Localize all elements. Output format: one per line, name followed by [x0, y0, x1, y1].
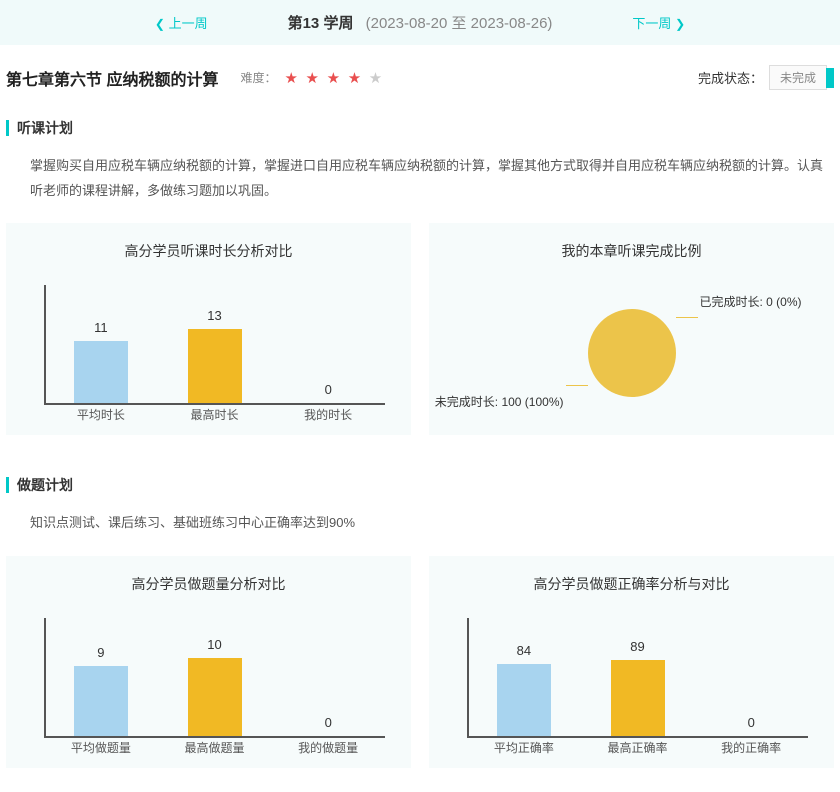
- heading-accent-bar: [6, 477, 9, 493]
- bar-rect: [188, 329, 242, 403]
- charts-row-2: 高分学员做题量分析对比 9 10 0 平均做题量最高做题量我的做题量 高分学员做题正确…: [0, 556, 840, 792]
- bar-category-label: 我的正确率: [694, 738, 808, 758]
- chevron-right-icon: ❯: [675, 17, 685, 31]
- pie-label-done: 已完成时长: 0 (0%): [700, 293, 802, 310]
- bar-value: 0: [325, 715, 332, 730]
- star-icon: ★: [369, 70, 382, 87]
- pie-chart: 已完成时长: 0 (0%) 未完成时长: 100 (100%): [443, 285, 820, 425]
- status-accent-bar: [826, 68, 834, 88]
- chapter-title: 第七章第六节 应纳税额的计算: [6, 66, 218, 90]
- bar-value: 9: [97, 645, 104, 660]
- bar-chart: 9 10 0 平均做题量最高做题量我的做题量: [32, 618, 385, 758]
- week-navigation: ❮ 上一周 第13 学周 (2023-08-20 至 2023-08-26) 下…: [0, 0, 840, 45]
- bar-category-label: 最高时长: [158, 405, 272, 425]
- pie-leader-line: [566, 385, 588, 386]
- listen-plan-heading: 听课计划: [0, 102, 840, 148]
- pie-leader-line: [676, 317, 698, 318]
- bar-value: 89: [630, 639, 644, 654]
- bar-value: 10: [207, 637, 221, 652]
- next-week-link[interactable]: 下一周 ❯: [632, 13, 685, 32]
- chart-title: 高分学员做题正确率分析与对比: [443, 574, 820, 594]
- star-icon: ★: [348, 70, 361, 87]
- chart-exercise-accuracy: 高分学员做题正确率分析与对比 84 89 0 平均正确率最高正确率我的正确率: [429, 556, 834, 768]
- bar-rect: [611, 660, 665, 736]
- star-icon: ★: [306, 70, 319, 87]
- pie-slice: [588, 309, 676, 397]
- difficulty-stars: ★ ★ ★ ★ ★: [284, 69, 386, 87]
- bar-category-label: 平均正确率: [467, 738, 581, 758]
- prev-week-link[interactable]: ❮ 上一周: [155, 13, 208, 32]
- bar-value: 11: [94, 320, 108, 335]
- star-icon: ★: [284, 70, 297, 87]
- chart-title: 高分学员听课时长分析对比: [20, 241, 397, 261]
- exercise-plan-desc: 知识点测试、课后练习、基础班练习中心正确率达到90%: [0, 505, 840, 556]
- bar-rect: [74, 341, 128, 403]
- bar-value: 0: [325, 382, 332, 397]
- bar-chart: 84 89 0 平均正确率最高正确率我的正确率: [455, 618, 808, 758]
- star-icon: ★: [327, 70, 340, 87]
- prev-week-label: 上一周: [169, 16, 208, 31]
- bar-category-label: 最高正确率: [581, 738, 695, 758]
- next-week-label: 下一周: [632, 16, 671, 31]
- completion-status-value[interactable]: 未完成: [769, 65, 827, 90]
- week-date-range: (2023-08-20 至 2023-08-26): [366, 15, 553, 32]
- bar-chart: 11 13 0 平均时长最高时长我的时长: [32, 285, 385, 425]
- bar-value: 13: [207, 308, 221, 323]
- chevron-left-icon: ❮: [155, 17, 165, 31]
- bar-rect: [497, 664, 551, 736]
- bar-category-label: 我的时长: [271, 405, 385, 425]
- chart-listen-completion: 我的本章听课完成比例 已完成时长: 0 (0%) 未完成时长: 100 (100…: [429, 223, 834, 435]
- listen-plan-desc: 掌握购买自用应税车辆应纳税额的计算，掌握进口自用应税车辆应纳税额的计算，掌握其他…: [0, 148, 840, 223]
- bar-category-label: 最高做题量: [158, 738, 272, 758]
- chart-title: 我的本章听课完成比例: [443, 241, 820, 261]
- heading-accent-bar: [6, 120, 9, 136]
- bar-category-label: 平均做题量: [44, 738, 158, 758]
- chart-exercise-count: 高分学员做题量分析对比 9 10 0 平均做题量最高做题量我的做题量: [6, 556, 411, 768]
- chapter-header: 第七章第六节 应纳税额的计算 难度： ★ ★ ★ ★ ★ 完成状态： 未完成: [0, 45, 840, 102]
- exercise-plan-heading: 做题计划: [0, 459, 840, 505]
- charts-row-1: 高分学员听课时长分析对比 11 13 0 平均时长最高时长我的时长 我的本章听课完成比…: [0, 223, 840, 459]
- bar-category-label: 平均时长: [44, 405, 158, 425]
- bar-category-label: 我的做题量: [271, 738, 385, 758]
- chart-title: 高分学员做题量分析对比: [20, 574, 397, 594]
- chart-listen-duration: 高分学员听课时长分析对比 11 13 0 平均时长最高时长我的时长: [6, 223, 411, 435]
- bar-rect: [188, 658, 242, 736]
- difficulty-label: 难度：: [240, 69, 276, 86]
- pie-label-undone: 未完成时长: 100 (100%): [435, 393, 564, 410]
- completion-status-label: 完成状态：: [698, 68, 763, 87]
- bar-value: 84: [517, 643, 531, 658]
- bar-value: 0: [748, 715, 755, 730]
- bar-rect: [74, 666, 128, 736]
- week-title: 第13 学周 (2023-08-20 至 2023-08-26): [288, 12, 553, 33]
